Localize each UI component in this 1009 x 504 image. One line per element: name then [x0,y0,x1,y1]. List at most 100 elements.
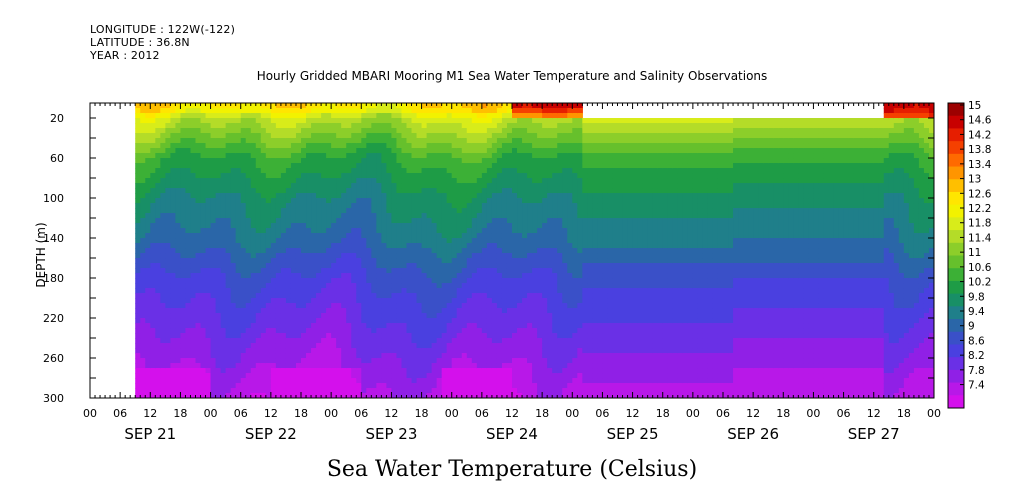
heatmap-cell [421,353,428,359]
heatmap-cell [381,288,387,294]
heatmap-cell [165,223,171,229]
heatmap-cell [245,178,252,184]
heatmap-cell [476,263,483,269]
heatmap-cell [446,208,453,214]
heatmap-cell [517,368,523,374]
heatmap-cell [481,358,488,364]
heatmap-cell [496,178,503,184]
heatmap-cell [346,328,352,334]
heatmap-cell [295,218,302,224]
heatmap-cell [255,313,262,319]
heatmap-cell [527,108,533,114]
heatmap-cell [456,323,463,329]
heatmap-cell [301,233,307,239]
heatmap-cell [391,363,398,369]
heatmap-cell [326,308,332,314]
heatmap-cell [230,163,237,169]
heatmap-cell [517,103,523,109]
heatmap-cell [306,143,312,149]
heatmap-cell [275,313,282,319]
heatmap-cell [235,163,242,169]
heatmap-cell [306,353,312,359]
heatmap-cell [331,123,337,129]
heatmap-cell [240,328,247,334]
heatmap-cell [537,198,543,204]
heatmap-cell [285,378,292,384]
heatmap-cell [175,148,182,154]
heatmap-cell [331,298,337,304]
heatmap-cell [295,188,302,194]
heatmap-cell [185,243,192,249]
heatmap-cell [280,198,287,204]
heatmap-cell [391,223,398,229]
heatmap-cell [376,143,382,149]
heatmap-cell [456,228,463,234]
heatmap-cell [341,393,347,398]
heatmap-cell [547,343,553,349]
heatmap-cell [150,143,156,149]
heatmap-cell [295,338,302,344]
heatmap-cell [220,198,227,204]
heatmap-cell [185,153,192,159]
heatmap-cell [416,103,423,109]
heatmap-cell [285,193,292,199]
heatmap-cell [275,148,282,154]
heatmap-cell [311,123,317,129]
heatmap-cell [496,293,503,299]
heatmap-cell [155,188,161,194]
heatmap-cell [416,268,423,274]
heatmap-cell [346,123,352,129]
heatmap-cell [341,293,347,299]
heatmap-cell [532,283,538,289]
heatmap-cell [547,303,553,309]
heatmap-cell [180,388,187,394]
heatmap-cell [522,203,528,209]
heatmap-cell [376,348,382,354]
temperature-field [90,103,934,398]
heatmap-cell [491,228,498,234]
heatmap-cell [471,208,478,214]
heatmap-cell [396,328,403,334]
heatmap-cell [456,238,463,244]
heatmap-cell [150,368,156,374]
heatmap-cell [295,348,302,354]
heatmap-cell [522,163,528,169]
heatmap-cell [265,193,272,199]
heatmap-cell [145,353,151,359]
heatmap-cell [290,343,297,349]
heatmap-cell [185,273,192,279]
heatmap-cell [547,198,553,204]
heatmap-cell [321,203,327,209]
heatmap-cell [496,108,503,114]
heatmap-cell [542,388,548,394]
heatmap-cell [150,178,156,184]
heatmap-cell [265,203,272,209]
heatmap-cell [200,143,207,149]
heatmap-cell [311,103,317,109]
heatmap-cell [386,363,393,369]
heatmap-cell [446,368,453,374]
heatmap-cell [552,293,558,299]
heatmap-cell [436,193,443,199]
heatmap-cell [225,198,232,204]
heatmap-cell [220,363,227,369]
heatmap-cell [336,153,342,159]
heatmap-cell [496,233,503,239]
heatmap-cell [356,203,362,209]
heatmap-cell [346,313,352,319]
heatmap-cell [401,123,408,129]
heatmap-cell [456,143,463,149]
heatmap-cell [361,148,367,154]
heatmap-cell [321,193,327,199]
heatmap-cell [361,378,367,384]
heatmap-cell [175,348,182,354]
heatmap-cell [381,383,387,389]
heatmap-cell [155,283,161,289]
heatmap-cell [301,308,307,314]
heatmap-cell [260,208,267,214]
heatmap-cell [280,348,287,354]
heatmap-cell [326,333,332,339]
heatmap-cell [416,363,423,369]
heatmap-cell [436,118,443,124]
heatmap-cell [170,248,176,254]
